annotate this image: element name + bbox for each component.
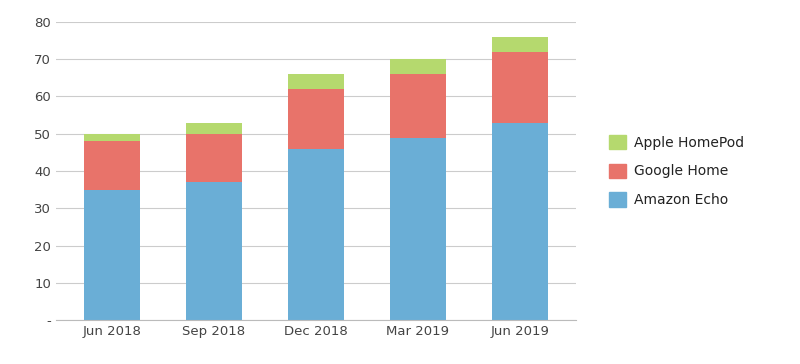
Bar (390, 74, 446, 138)
Bar (288, 74, 344, 89)
Bar (492, 37, 548, 52)
Bar (186, 134, 242, 182)
Bar (390, 138, 446, 320)
Bar (186, 123, 242, 134)
Bar (492, 52, 548, 123)
Bar (84, 141, 140, 190)
Bar (390, 59, 446, 74)
Bar (84, 134, 140, 141)
Bar (84, 190, 140, 320)
Bar (492, 123, 548, 320)
Legend: Apple HomePod, Google Home, Amazon Echo: Apple HomePod, Google Home, Amazon Echo (609, 135, 744, 207)
Bar (288, 149, 344, 320)
Bar (186, 182, 242, 320)
Bar (288, 89, 344, 149)
